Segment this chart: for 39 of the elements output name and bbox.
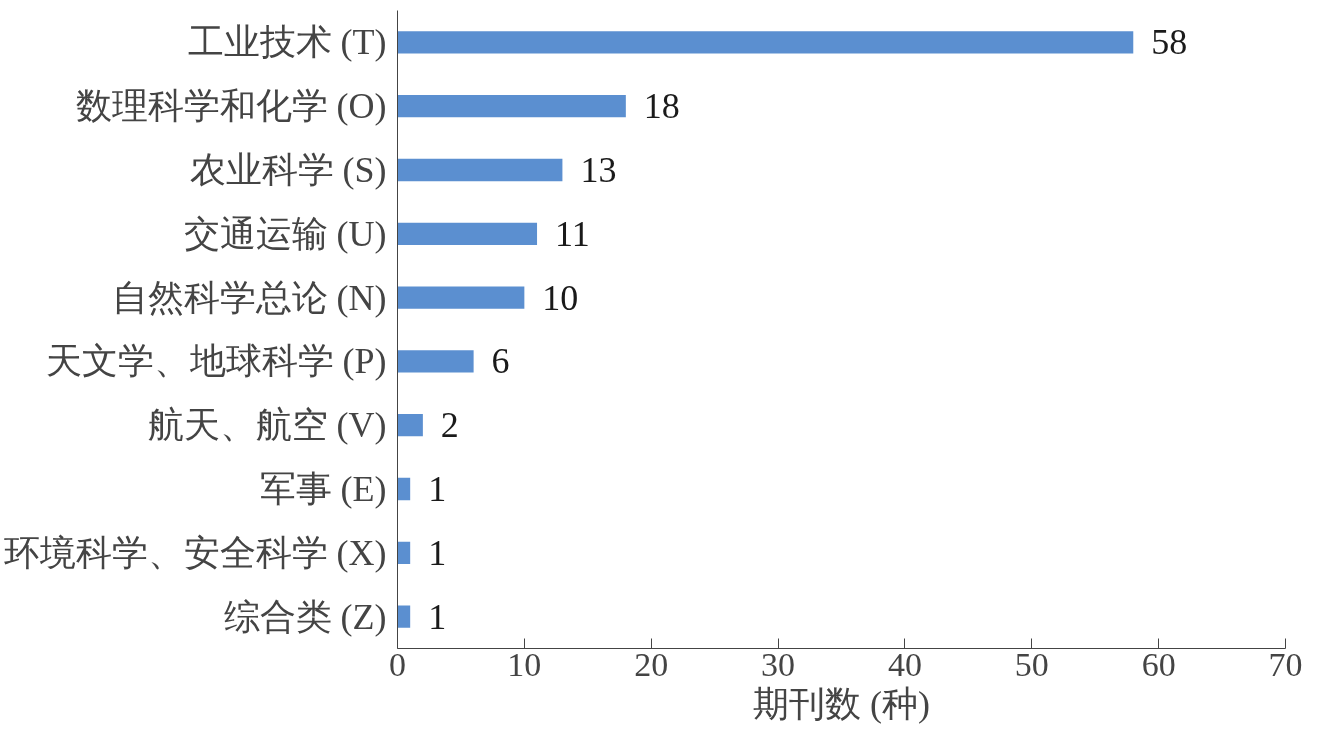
data-label: 58 bbox=[1151, 22, 1188, 63]
data-label: 6 bbox=[491, 341, 510, 382]
y-tick-label: 天文学、地球科学 (P) bbox=[45, 341, 387, 382]
data-label: 1 bbox=[428, 532, 447, 573]
y-tick-label: 环境科学、安全科学 (X) bbox=[3, 532, 387, 573]
x-tick-label: 20 bbox=[634, 645, 669, 683]
y-tick-label: 综合类 (Z) bbox=[223, 596, 387, 637]
bar bbox=[397, 222, 538, 245]
x-tick-label: 40 bbox=[887, 645, 922, 683]
x-axis-title: 期刊数 (种) bbox=[753, 683, 930, 724]
data-label: 10 bbox=[542, 277, 579, 318]
bar bbox=[397, 350, 474, 373]
y-tick-label: 工业技术 (T) bbox=[187, 22, 387, 63]
data-label: 11 bbox=[555, 213, 590, 254]
y-tick-label: 交通运输 (U) bbox=[183, 213, 387, 254]
data-label: 13 bbox=[580, 150, 617, 190]
bar bbox=[397, 605, 411, 628]
y-tick-label: 航天、航空 (V) bbox=[147, 405, 387, 446]
y-tick-label: 军事 (E) bbox=[259, 469, 387, 509]
y-tick-label: 自然科学总论 (N) bbox=[111, 277, 387, 318]
bar bbox=[397, 286, 525, 309]
data-label: 1 bbox=[428, 469, 447, 509]
bar bbox=[397, 31, 1134, 54]
bar bbox=[397, 477, 411, 501]
data-label: 18 bbox=[643, 86, 680, 127]
y-tick-label: 农业科学 (S) bbox=[189, 150, 387, 190]
data-label: 2 bbox=[440, 405, 459, 446]
bar bbox=[397, 541, 411, 564]
data-label: 1 bbox=[428, 596, 447, 637]
x-tick-label: 70 bbox=[1268, 645, 1303, 683]
y-tick-label: 数理科学和化学 (O) bbox=[75, 86, 387, 127]
bar bbox=[397, 414, 423, 437]
x-tick-label: 10 bbox=[507, 645, 542, 683]
x-tick-label: 30 bbox=[761, 645, 796, 683]
bar bbox=[397, 95, 626, 118]
bar bbox=[397, 158, 563, 182]
x-tick-label: 0 bbox=[389, 645, 406, 683]
x-tick-label: 50 bbox=[1014, 645, 1049, 683]
x-tick-label: 60 bbox=[1141, 645, 1176, 683]
